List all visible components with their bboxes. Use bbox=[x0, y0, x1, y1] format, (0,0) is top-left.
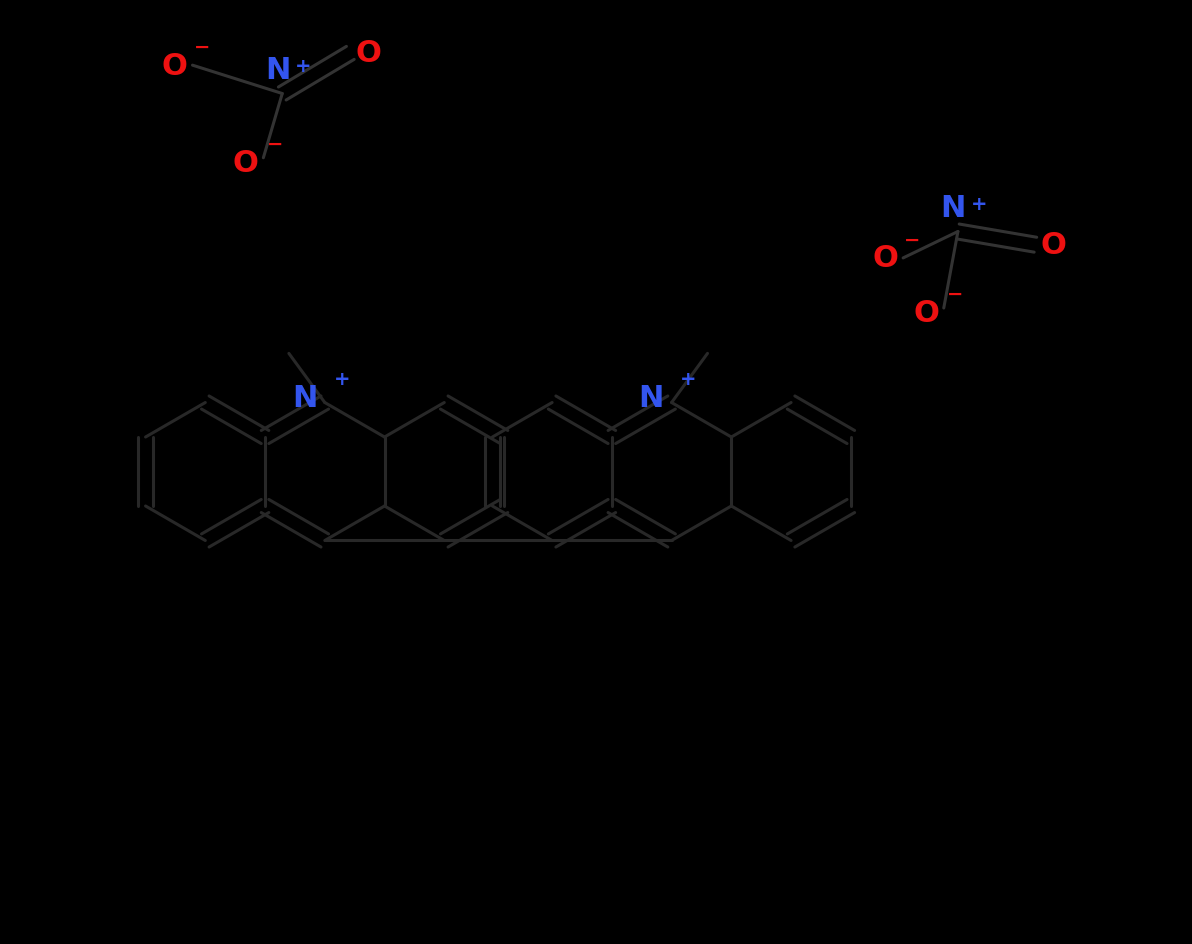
Text: +: + bbox=[334, 370, 350, 389]
Text: −: − bbox=[194, 38, 210, 57]
Text: O: O bbox=[162, 52, 188, 80]
Text: −: − bbox=[267, 135, 283, 154]
Text: N: N bbox=[265, 56, 290, 85]
Text: +: + bbox=[294, 57, 311, 76]
Text: N: N bbox=[940, 194, 966, 223]
Text: O: O bbox=[873, 244, 899, 273]
Text: N: N bbox=[292, 384, 317, 413]
Text: N: N bbox=[639, 384, 664, 413]
Text: O: O bbox=[1041, 231, 1066, 260]
Text: +: + bbox=[970, 194, 987, 213]
Text: O: O bbox=[913, 299, 939, 328]
Text: +: + bbox=[681, 370, 697, 389]
Text: O: O bbox=[232, 149, 259, 177]
Text: −: − bbox=[905, 230, 920, 249]
Text: O: O bbox=[355, 40, 381, 68]
Text: −: − bbox=[946, 285, 963, 304]
